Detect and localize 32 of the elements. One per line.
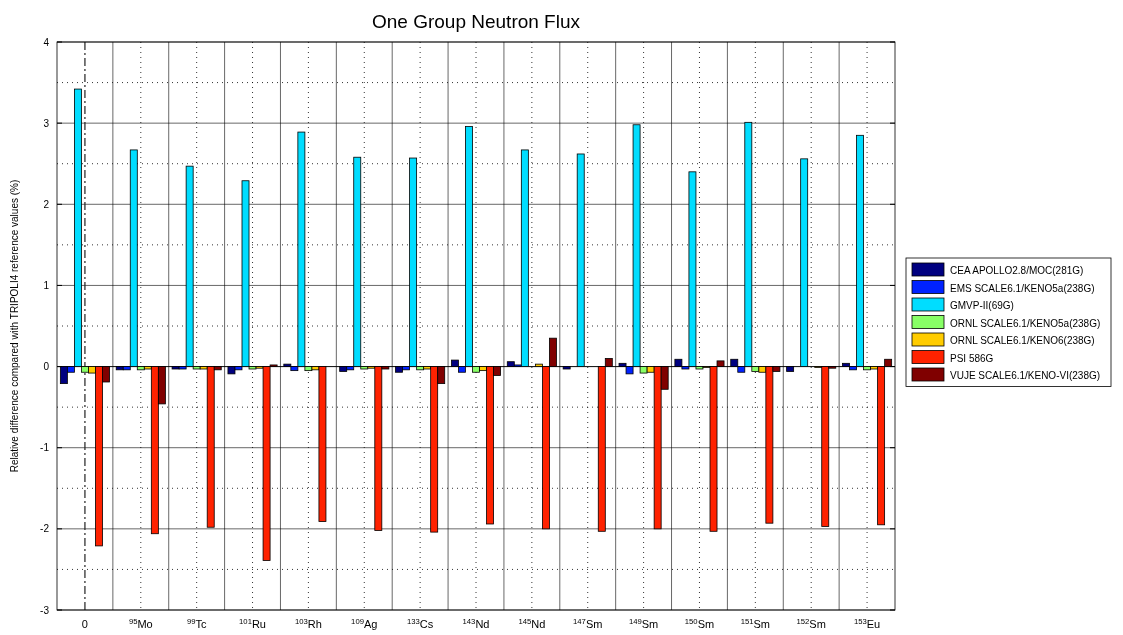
x-tick-label: $^{133}$Cs (406, 616, 434, 630)
x-tick-label: $^{101}$Ru (239, 616, 266, 630)
x-tick-label: $^{99}$Tc (186, 616, 207, 630)
legend-label: GMVP-II(69G) (950, 300, 1014, 311)
x-tick-label: $^{151}$Sm (740, 616, 770, 630)
x-tick-label: $^{109}$Ag (351, 616, 378, 630)
y-tick-label: 1 (43, 279, 50, 291)
x-tick-label: $^{103}$Rh (294, 616, 322, 630)
x-tick-label: $^{152}$Sm (796, 616, 826, 630)
y-tick-label: 3 (43, 117, 50, 129)
y-tick-label: -2 (40, 523, 50, 535)
x-tick-label: $^{143}$Nd (462, 616, 490, 630)
legend-label: ORNL SCALE6.1/KENO6(238G) (950, 335, 1095, 346)
legend-label: EMS SCALE6.1/KENO5a(238G) (950, 282, 1095, 294)
x-tick-label: $^{150}$Sm (684, 616, 715, 630)
x-tick-label: 0 (81, 618, 88, 630)
legend-label: ORNL SCALE6.1/KENO5a(238G) (950, 317, 1101, 329)
x-tick-label: $^{149}$Sm (628, 616, 659, 630)
x-tick-label: $^{145}$Nd (518, 616, 546, 630)
legend-label: VUJE SCALE6.1/KENO-VI(238G) (950, 370, 1101, 381)
y-tick-label: 2 (43, 198, 50, 210)
y-tick-label: -3 (40, 604, 50, 616)
x-tick-label: $^{147}$Sm (573, 616, 603, 630)
x-tick-label: $^{153}$Eu (853, 616, 881, 630)
y-tick-label: -1 (40, 442, 50, 454)
chart-title: One Group Neutron Flux (371, 11, 581, 32)
legend-label: PSI 586G (950, 352, 994, 364)
legend-label: CEA APOLLO2.8/MOC(281G) (950, 265, 1084, 276)
y-axis-title: Relative difference compared with TRIPOLI4 reference values (%) (9, 179, 20, 473)
y-tick-label: 4 (43, 36, 50, 48)
x-tick-label: $^{95}$Mo (128, 616, 153, 630)
y-tick-label: 0 (43, 361, 50, 373)
